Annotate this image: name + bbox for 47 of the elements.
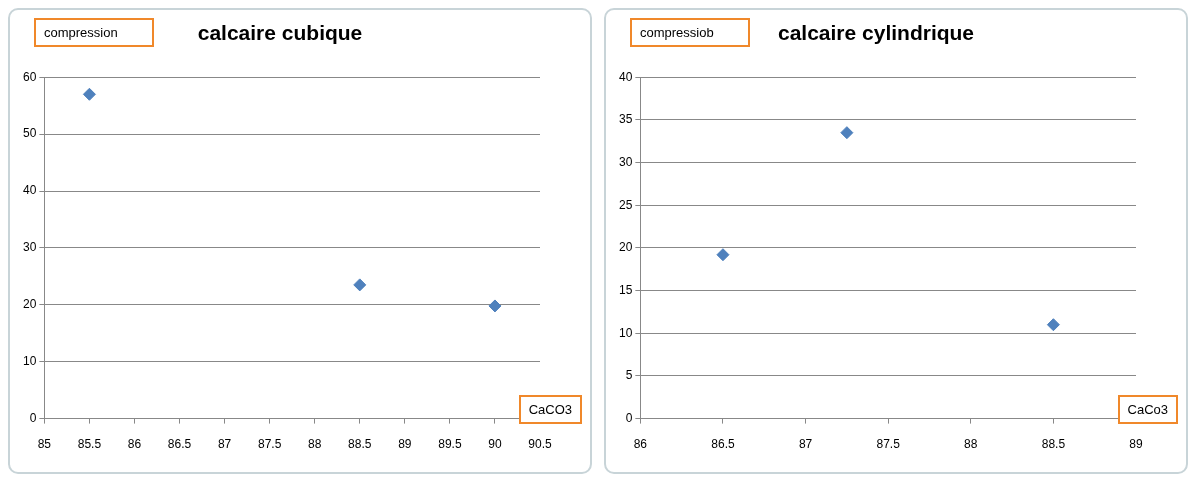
y-tick-label: 30 (618, 154, 633, 169)
y-tick-label: 40 (618, 69, 633, 84)
x-tick-label: 89 (1129, 437, 1143, 452)
y-tick-label: 25 (618, 197, 633, 212)
y-tick-label: 0 (29, 410, 37, 425)
x-tick-label: 86.5 (711, 437, 735, 452)
x-tick-label: 87.5 (257, 437, 282, 452)
point (716, 248, 730, 262)
x-tick-label: 86.5 (167, 437, 192, 452)
x-tick-label: 90 (488, 437, 502, 452)
y-tick-label: 30 (22, 240, 37, 255)
chart-title: calcaire cubique (197, 21, 363, 45)
x-tick-label: 89.5 (438, 437, 462, 452)
x-tick-label: 87.5 (876, 437, 901, 452)
y-axis-title: compression (34, 18, 154, 47)
x-tick-label: 86 (633, 437, 648, 452)
point (840, 126, 854, 140)
y-tick-label: 50 (22, 126, 37, 141)
x-tick-label: 88.5 (1041, 437, 1066, 452)
point (82, 87, 96, 101)
x-tick-label: 87 (217, 437, 232, 452)
y-tick-label: 60 (22, 69, 37, 84)
x-axis-title: CaCO3 (518, 395, 582, 424)
x-tick-label: 89 (398, 437, 412, 452)
y-tick-label: 20 (618, 240, 633, 255)
x-tick-label: 86 (127, 437, 142, 452)
y-tick-label: 5 (625, 368, 633, 383)
y-tick-label: 35 (618, 112, 633, 127)
x-tick-label: 88 (964, 437, 978, 452)
x-tick-label: 90.5 (528, 437, 552, 452)
x-tick-label: 88 (308, 437, 322, 452)
x-tick-label: 85 (37, 437, 52, 452)
x-tick-label: 85.5 (77, 437, 102, 452)
point (1046, 318, 1060, 332)
x-tick-label: 87 (798, 437, 813, 452)
y-axis-title: compressiob (630, 18, 750, 47)
point (488, 299, 502, 313)
x-tick-label: 88.5 (348, 437, 372, 452)
y-tick-label: 0 (625, 410, 633, 425)
chart-title: calcaire cylindrique (777, 21, 975, 45)
y-tick-label: 20 (22, 297, 37, 312)
y-tick-label: 40 (22, 183, 37, 198)
point (353, 278, 367, 292)
x-axis-title: CaCo3 (1117, 395, 1178, 424)
y-tick-label: 10 (618, 325, 633, 340)
y-tick-label: 10 (22, 354, 37, 369)
y-tick-label: 15 (618, 282, 633, 297)
